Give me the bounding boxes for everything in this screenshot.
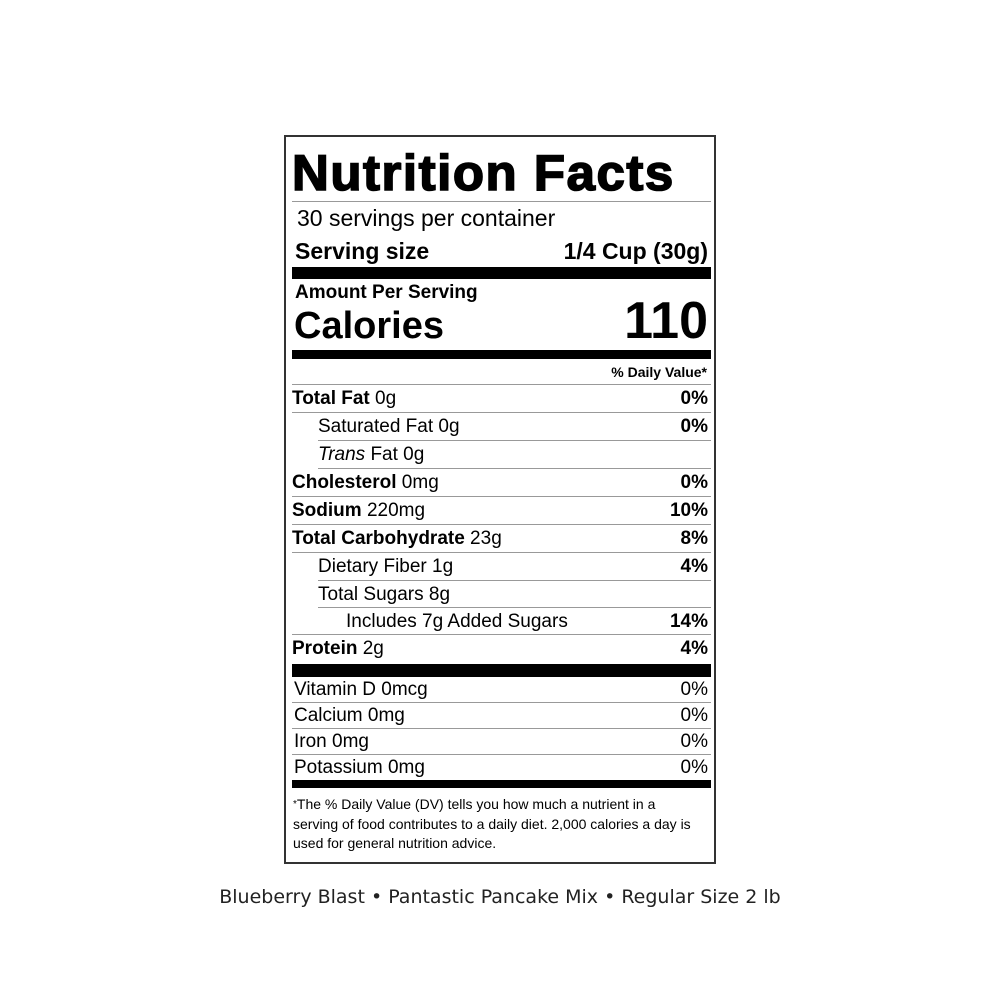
vitamin-name: Calcium 0mg [294,705,405,726]
nutrient-amount: 23g [464,528,502,549]
footnote-asterisk: * [293,799,297,810]
calories-value: 110 [624,292,708,350]
thick-divider [292,664,711,677]
vitamin-row-vitamin-d: Vitamin D 0mcg 0% [292,677,711,703]
nutrient-amount: 0g [369,388,397,409]
nutrient-name: Sodium [292,500,362,521]
vitamin-dv: 0% [680,757,708,778]
nutrient-row-sodium: Sodium 220mg 10% [292,497,711,525]
daily-value-header: % Daily Value* [611,364,707,380]
nutrient-dv: 14% [669,611,708,632]
nutrient-name: Total Carbohydrate [292,528,465,549]
amount-per-serving: Amount Per Serving [295,282,478,303]
serving-size-label: Serving size [295,238,430,264]
vitamin-dv: 0% [680,679,708,700]
nutrient-name: Trans [318,444,366,465]
vitamin-row-potassium: Potassium 0mg 0% [292,755,711,781]
nutrient-row-total-fat: Total Fat 0g 0% [292,385,711,413]
nutrition-facts-label: Nutrition Facts 30 servings per containe… [284,135,716,864]
footnote-text: The % Daily Value (DV) tells you how muc… [293,796,691,851]
nutrient-name: Total Fat [292,388,370,409]
vitamin-name: Iron 0mg [294,731,369,752]
vitamin-row-iron: Iron 0mg 0% [292,729,711,755]
nutrient-row-added-sugars: Includes 7g Added Sugars 14% [292,608,711,635]
vitamin-dv: 0% [680,705,708,726]
nutrient-dv: 4% [680,638,708,659]
nutrient-row-saturated-fat: Saturated Fat 0g 0% [292,413,711,441]
nutrient-row-cholesterol: Cholesterol 0mg 0% [292,469,711,497]
nutrient-name: Dietary Fiber 1g [318,556,454,577]
nutrient-dv: 4% [680,556,708,577]
vitamin-dv: 0% [680,731,708,752]
product-caption: Blueberry Blast • Pantastic Pancake Mix … [219,886,781,908]
vitamin-name: Potassium 0mg [294,757,425,778]
vitamin-row-calcium: Calcium 0mg 0% [292,703,711,729]
nutrient-amount: 0mg [396,472,439,493]
medium-divider [292,780,711,788]
label-title: Nutrition Facts [291,144,675,202]
nutrient-name: Cholesterol [292,472,397,493]
nutrient-name: Protein [292,638,358,659]
servings-per-container: 30 servings per container [297,205,556,231]
nutrient-amount: Fat 0g [365,444,425,465]
thick-divider [292,267,711,279]
divider [292,201,711,202]
nutrient-dv: 0% [680,388,708,409]
nutrient-row-dietary-fiber: Dietary Fiber 1g 4% [292,553,711,581]
nutrient-name: Saturated Fat 0g [318,416,460,437]
nutrient-name: Includes 7g Added Sugars [346,611,568,632]
nutrient-row-trans-fat: Trans Fat 0g [292,441,711,469]
vitamin-name: Vitamin D 0mcg [294,679,428,700]
nutrient-amount: 220mg [361,500,426,521]
nutrient-dv: 0% [680,416,708,437]
footnote: *The % Daily Value (DV) tells you how mu… [293,795,703,854]
nutrient-dv: 10% [669,500,708,521]
calories-label: Calories [294,305,444,347]
nutrient-row-protein: Protein 2g 4% [292,636,711,662]
nutrient-dv: 8% [680,528,708,549]
medium-divider [292,350,711,359]
nutrient-name: Total Sugars 8g [318,584,451,605]
nutrient-row-total-sugars: Total Sugars 8g [292,581,711,608]
nutrient-dv: 0% [680,472,708,493]
serving-size-value: 1/4 Cup (30g) [563,238,708,264]
nutrient-row-total-carbohydrate: Total Carbohydrate 23g 8% [292,525,711,553]
nutrient-amount: 2g [357,638,384,659]
divider [292,384,711,385]
